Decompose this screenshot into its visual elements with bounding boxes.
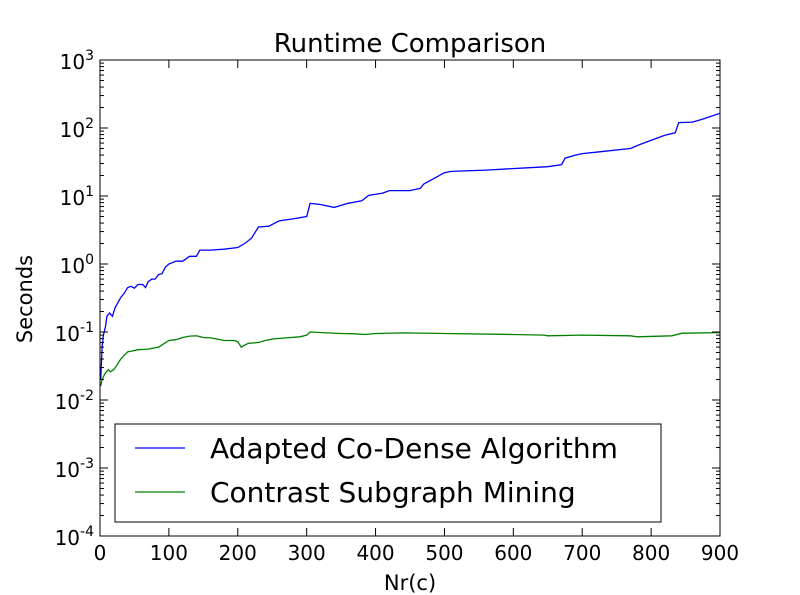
y-tick-label: 10-2 [55,388,94,414]
y-axis-label: Seconds [13,255,37,343]
y-tick-label: 10-1 [55,320,94,346]
series-line-0 [100,112,721,380]
tick-layer: 0 100 200 300 400 500 600 700 800 900 103 102 101 100… [55,48,740,565]
y-tick-label: 102 [60,116,94,142]
series-line-1 [100,331,721,387]
x-tick-label: 600 [494,541,532,565]
x-tick-label: 0 [94,541,107,565]
x-tick-label: 100 [150,541,188,565]
x-tick-label: 700 [563,541,601,565]
x-tick-label: 400 [356,541,394,565]
x-tick-label: 500 [425,541,463,565]
y-tick-label: 10-4 [55,524,95,550]
legend-label-adapted: Adapted Co-Dense Algorithm [210,432,618,465]
x-tick-label: 300 [288,541,326,565]
chart-title: Runtime Comparison [274,29,547,59]
plot-frame [99,59,721,537]
x-axis-label: Nr(c) [384,571,436,595]
y-tick-label: 10-3 [55,456,94,482]
series-layer [100,112,721,387]
x-tick-label: 900 [701,541,739,565]
legend-box [114,423,662,523]
legend: Adapted Co-Dense Algorithm Contrast Subg… [114,423,662,523]
x-tick-label: 200 [219,541,257,565]
y-tick-label: 101 [60,184,94,210]
x-tick-label: 800 [632,541,670,565]
y-tick-label: 100 [60,252,94,278]
legend-label-contrast: Contrast Subgraph Mining [210,476,576,509]
y-tick-label: 103 [60,48,94,74]
plot-area [100,112,721,387]
